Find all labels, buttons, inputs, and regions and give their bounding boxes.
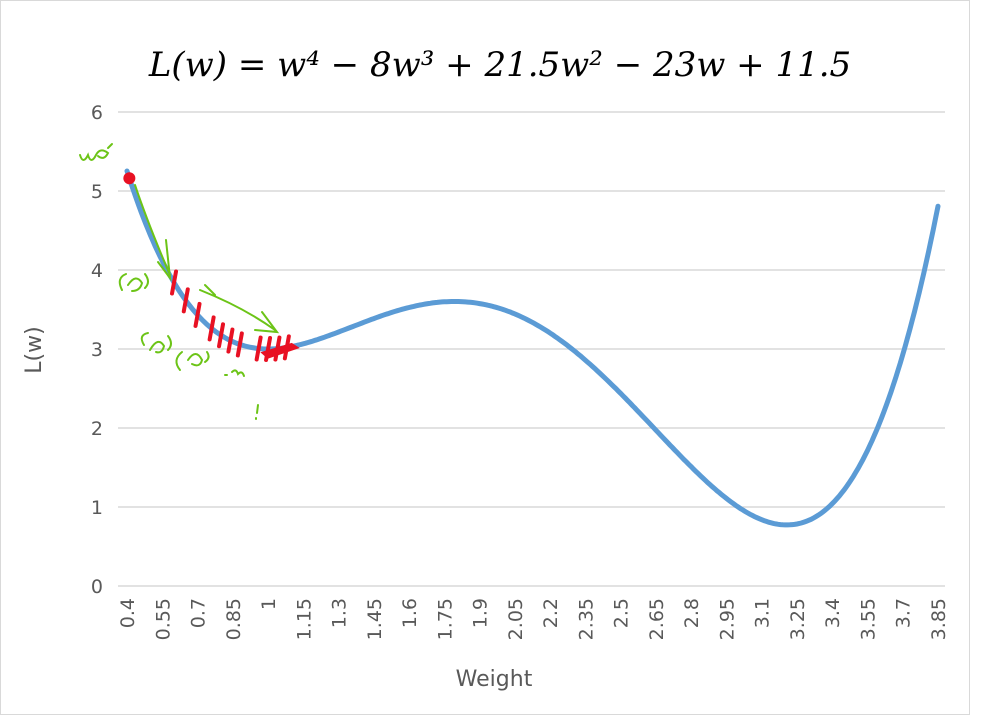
descent-step-marker — [181, 287, 190, 314]
x-tick-label: 3.55 — [857, 598, 879, 640]
x-tick-label: 1.15 — [293, 598, 315, 640]
x-axis-label: Weight — [456, 667, 533, 692]
y-tick-label: 1 — [91, 497, 103, 519]
x-tick-label: 1.45 — [364, 598, 386, 640]
handwritten-annotations — [79, 143, 280, 420]
label-dots — [224, 369, 245, 377]
chart-title: L(w) = w⁴ − 8w³ + 21.5w² − 23w + 11.5 — [148, 45, 851, 85]
x-tick-label: 1.75 — [434, 598, 456, 640]
label-mark — [255, 404, 259, 420]
y-tick-label: 0 — [91, 576, 103, 598]
converged-step-cluster — [260, 342, 300, 359]
label-step-4 — [175, 351, 210, 371]
label-step-3 — [140, 332, 172, 354]
x-tick-label: 2.2 — [540, 598, 562, 628]
x-tick-label: 0.4 — [117, 598, 139, 628]
x-tick-label: 1.9 — [470, 598, 492, 628]
descent-step-marker — [207, 315, 216, 342]
y-axis-label: L(w) — [22, 326, 47, 373]
arrow-step-1 — [134, 184, 172, 282]
descent-step-marker — [170, 269, 179, 296]
x-tick-label: 2.8 — [681, 598, 703, 628]
x-tick-label: 2.5 — [611, 598, 633, 628]
y-tick-label: 4 — [91, 260, 103, 282]
x-tick-label: 3.4 — [822, 598, 844, 628]
descent-step-marker — [193, 301, 202, 328]
x-tick-label: 1.6 — [399, 598, 421, 628]
y-tick-label: 2 — [91, 418, 103, 440]
x-tick-label: 2.05 — [505, 598, 527, 640]
y-tick-label: 6 — [91, 102, 103, 124]
x-tick-label: 1.3 — [329, 598, 351, 628]
descent-step-marker — [235, 331, 244, 358]
loss-curve — [124, 168, 941, 528]
start-point-marker — [123, 172, 136, 185]
label-w0 — [79, 143, 113, 161]
y-tick-label: 3 — [91, 339, 103, 361]
x-tick-label: 3.85 — [928, 598, 950, 640]
x-tick-label: 1 — [258, 598, 280, 610]
x-tick-label: 3.7 — [893, 598, 915, 628]
x-tick-label: 2.65 — [646, 598, 668, 640]
x-tick-label: 0.55 — [152, 598, 174, 640]
x-tick-label: 3.25 — [787, 598, 809, 640]
label-step-2 — [118, 273, 149, 292]
descent-step-marker — [254, 335, 263, 362]
arrow-step-2 — [199, 284, 280, 334]
descent-step-marker — [226, 327, 235, 354]
x-tick-label: 0.85 — [223, 598, 245, 640]
y-tick-label: 5 — [91, 181, 103, 203]
x-tick-label: 2.95 — [716, 598, 738, 640]
descent-step-marker — [217, 322, 226, 349]
x-tick-label: 3.1 — [752, 598, 774, 628]
x-tick-label: 2.35 — [575, 598, 597, 640]
x-tick-label: 0.7 — [188, 598, 210, 628]
